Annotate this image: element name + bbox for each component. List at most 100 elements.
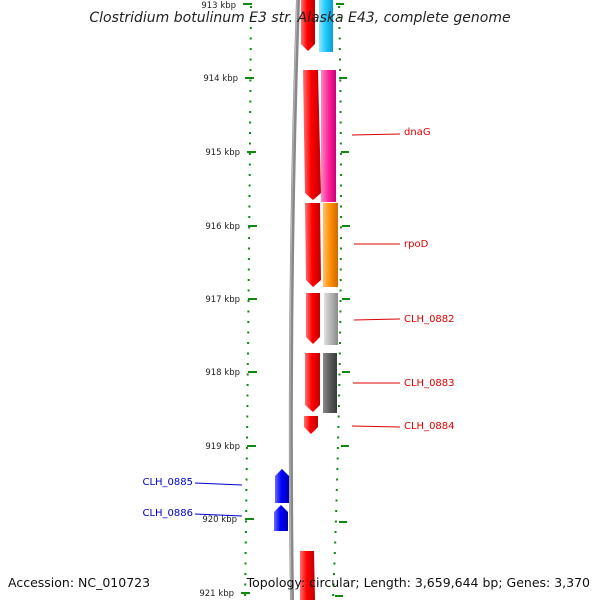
- gene-label: rpoD: [404, 239, 429, 250]
- guide-dot: [339, 111, 342, 113]
- guide-dot: [247, 268, 250, 271]
- leader-line: [353, 318, 401, 321]
- guide-dot: [247, 310, 250, 313]
- cds-arrow: [305, 353, 320, 412]
- guide-dot: [248, 247, 250, 250]
- guide-dot: [248, 163, 251, 166]
- guide-dot: [245, 457, 248, 460]
- guide-dot: [245, 520, 247, 523]
- guide-dot: [247, 279, 250, 281]
- gene-label: CLH_0882: [404, 314, 455, 325]
- leader-line: [194, 482, 243, 486]
- guide-dot: [340, 195, 342, 197]
- guide-dot: [338, 384, 341, 386]
- guide-dot: [248, 226, 251, 229]
- right-track-ticks: [335, 3, 350, 597]
- gene-label: dnaG: [404, 127, 431, 138]
- guide-dot: [339, 153, 342, 155]
- gene-label: CLH_0886: [142, 508, 193, 519]
- cds-arrow: [300, 551, 315, 600]
- guide-dot: [248, 184, 251, 187]
- guide-dot: [246, 394, 249, 397]
- gene-label: CLH_0883: [404, 378, 455, 389]
- ruler-label: 913 kbp: [201, 1, 236, 11]
- gene-features: [319, 0, 338, 413]
- guide-dot: [339, 258, 342, 260]
- guide-dot: [247, 300, 250, 302]
- cds-arrow-reverse: [274, 505, 288, 531]
- guide-dot: [338, 394, 341, 397]
- guide-dot: [340, 174, 342, 176]
- gene-bar: [321, 70, 336, 202]
- guide-dot: [249, 100, 252, 103]
- guide-dot: [339, 121, 342, 124]
- genome-backbone: [288, 0, 300, 600]
- guide-dot: [245, 510, 248, 512]
- guide-dot: [333, 573, 335, 575]
- guide-dot: [339, 69, 342, 71]
- guide-dot: [337, 405, 340, 407]
- gene-bar: [324, 293, 338, 345]
- guide-dot: [338, 352, 341, 355]
- guide-dot: [334, 531, 337, 533]
- leader-line: [194, 513, 243, 517]
- guide-dot: [249, 121, 252, 124]
- gene-bar: [323, 353, 337, 413]
- guide-dot: [247, 331, 250, 334]
- leader-line: [351, 425, 401, 428]
- guide-dot: [249, 16, 252, 19]
- guide-dot: [335, 489, 338, 491]
- guide-dot: [332, 583, 335, 586]
- guide-dot: [337, 415, 340, 418]
- guide-dot: [339, 163, 342, 166]
- gene-bar: [323, 203, 338, 287]
- guide-dot: [339, 331, 342, 334]
- ruler-label: 918 kbp: [205, 368, 240, 378]
- ruler-label: 919 kbp: [205, 442, 240, 452]
- guide-dot: [338, 16, 341, 19]
- ruler-label: 915 kbp: [205, 148, 240, 158]
- gene-bar: [319, 0, 333, 52]
- guide-dot: [339, 100, 342, 103]
- guide-dot: [250, 6, 252, 8]
- guide-dot: [333, 552, 336, 554]
- guide-dot: [339, 310, 342, 313]
- guide-dot: [337, 426, 340, 428]
- left-gene-labels: CLH_0885 CLH_0886: [142, 477, 243, 519]
- guide-dot: [249, 37, 252, 40]
- guide-dot: [246, 363, 249, 365]
- guide-dot: [337, 436, 340, 439]
- guide-dot: [338, 48, 341, 50]
- guide-dot: [247, 289, 250, 292]
- guide-dot: [339, 237, 342, 239]
- guide-dot: [247, 342, 250, 344]
- guide-dot: [249, 27, 252, 29]
- guide-dot: [247, 258, 250, 260]
- gene-label: CLH_0885: [142, 477, 193, 488]
- guide-dot: [334, 541, 337, 544]
- guide-dot: [339, 79, 342, 82]
- guide-dot: [249, 58, 252, 61]
- guide-dot: [339, 132, 342, 134]
- guide-dot: [248, 205, 251, 208]
- guide-dot: [339, 289, 342, 292]
- gene-label: CLH_0884: [404, 421, 455, 432]
- guide-dot: [245, 468, 248, 470]
- guide-dot: [247, 321, 250, 323]
- topology-text: Topology: circular; Length: 3,659,644 bp…: [246, 575, 590, 590]
- guide-dot: [248, 216, 251, 218]
- guide-dot: [248, 174, 251, 176]
- guide-dot: [245, 478, 248, 481]
- guide-dot: [245, 489, 248, 491]
- cds-features: [300, 0, 321, 600]
- guide-dot: [340, 216, 342, 218]
- guide-dot: [340, 226, 342, 229]
- guide-dot: [338, 27, 341, 29]
- guide-dot: [249, 69, 252, 71]
- guide-dot: [340, 205, 342, 208]
- guide-dot: [246, 405, 249, 407]
- guide-dot: [244, 531, 247, 533]
- ruler-label: 920 kbp: [202, 515, 237, 525]
- guide-dot: [246, 426, 249, 428]
- guide-dot: [248, 142, 251, 145]
